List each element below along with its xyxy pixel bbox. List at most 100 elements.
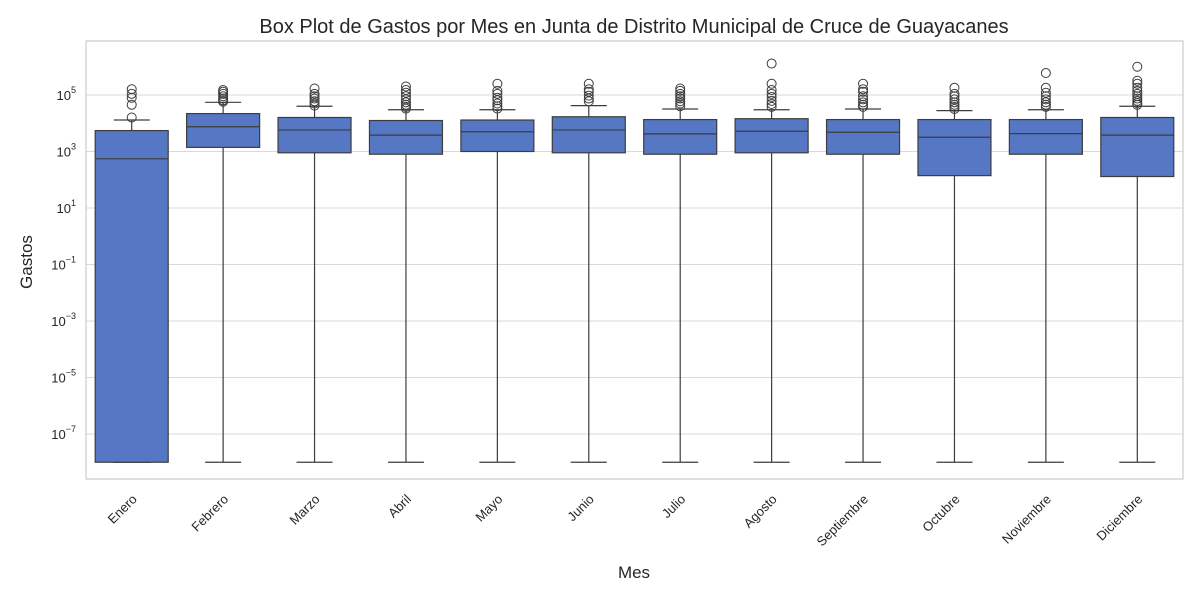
outlier-point <box>766 78 777 89</box>
outlier-point <box>949 82 960 93</box>
outlier-point <box>583 78 594 89</box>
y-tick-label: 10−1 <box>51 255 76 273</box>
outlier-point <box>492 92 503 103</box>
outlier-point <box>675 85 686 96</box>
outlier-point <box>675 93 686 104</box>
box-julio <box>643 83 718 463</box>
outlier-point <box>1132 75 1143 86</box>
outlier-point <box>1132 82 1143 93</box>
x-tick-label: Diciembre <box>1093 492 1145 544</box>
iqr-box <box>277 116 352 154</box>
iqr-box <box>368 119 444 155</box>
x-tick-label: Noviembre <box>999 492 1054 547</box>
outlier-point <box>1040 87 1051 98</box>
outlier-point <box>766 91 777 102</box>
iqr-box <box>734 118 809 154</box>
y-tick-label: 105 <box>57 85 76 103</box>
outlier-point <box>309 83 320 94</box>
outlier-point <box>858 91 869 102</box>
y-tick-label: 101 <box>57 198 76 216</box>
y-axis-label: Gastos <box>17 235 36 289</box>
outlier-point <box>675 101 686 112</box>
box-agosto <box>734 58 809 463</box>
x-tick-label: Agosto <box>741 492 780 531</box>
outlier-point <box>858 99 869 110</box>
outlier-point <box>766 99 777 110</box>
outlier-point <box>675 88 686 99</box>
x-tick-label: Enero <box>105 492 140 527</box>
iqr-box <box>94 129 169 463</box>
outlier-point <box>675 96 686 107</box>
y-tick-label: 10−3 <box>51 311 76 329</box>
y-tick-labels: 105 103 101 10−1 10−3 10−5 10−7 <box>51 85 76 442</box>
outlier-point <box>1132 78 1143 89</box>
outlier-point <box>1040 97 1051 108</box>
outlier-point <box>492 103 503 114</box>
x-tick-label: Octubre <box>919 492 962 535</box>
outlier-point <box>1132 93 1143 104</box>
outlier-point <box>309 96 320 107</box>
outlier-point <box>1040 68 1051 79</box>
box-octubre <box>917 82 992 463</box>
outlier-point <box>218 91 229 102</box>
gridlines <box>86 94 1183 435</box>
outlier-point <box>126 112 137 123</box>
outlier-point <box>949 94 960 105</box>
x-tick-label: Abril <box>385 491 414 520</box>
box-enero <box>94 84 169 463</box>
y-tick-label: 10−5 <box>51 368 76 386</box>
x-axis-label: Mes <box>618 563 650 582</box>
outlier-point <box>1132 85 1143 96</box>
outlier-point <box>400 87 411 98</box>
x-tick-label: Julio <box>659 492 689 522</box>
x-tick-label: Septiembre <box>814 492 872 550</box>
outlier-point <box>218 85 229 96</box>
outlier-point <box>766 95 777 106</box>
chart-title: Box Plot de Gastos por Mes en Junta de D… <box>259 16 1008 38</box>
outlier-point <box>126 84 137 95</box>
outlier-point <box>1040 82 1051 93</box>
outlier-point <box>583 84 594 95</box>
iqr-box <box>825 118 901 155</box>
outlier-point <box>126 99 137 110</box>
outlier-point <box>583 86 594 97</box>
outlier-point <box>126 88 137 99</box>
outlier-point <box>1132 61 1143 72</box>
box-mayo <box>460 78 535 463</box>
x-tick-label: Febrero <box>188 492 231 535</box>
box-febrero <box>186 85 261 463</box>
outlier-point <box>309 91 320 102</box>
iqr-box <box>917 118 992 177</box>
outlier-point <box>675 83 686 94</box>
outlier-point <box>1132 88 1143 99</box>
plot-frame <box>85 40 1184 480</box>
outlier-point <box>492 85 503 96</box>
outlier-point <box>309 88 320 99</box>
iqr-box <box>551 116 626 154</box>
iqr-box <box>460 119 535 153</box>
outlier-point <box>858 84 869 95</box>
x-tick-label: Marzo <box>287 492 323 528</box>
box-septiembre <box>825 78 901 463</box>
outlier-point <box>492 78 503 89</box>
outlier-point <box>400 91 411 102</box>
boxes <box>94 58 1175 463</box>
iqr-box <box>186 112 261 148</box>
box-noviembre <box>1008 68 1083 463</box>
iqr-box <box>1100 116 1175 178</box>
y-tick-label: 10−7 <box>51 424 76 442</box>
outlier-point <box>949 88 960 99</box>
x-tick-labels: Enero Febrero Marzo Abril Mayo Junio Julio Agos… <box>105 491 1146 549</box>
iqr-box <box>643 118 718 155</box>
outlier-point <box>583 90 594 101</box>
outlier-point <box>400 97 411 108</box>
iqr-box <box>1008 118 1083 155</box>
outlier-point <box>766 58 777 69</box>
outlier-point <box>675 98 686 109</box>
outlier-point <box>766 85 777 96</box>
outlier-point <box>400 85 411 96</box>
box-junio <box>551 78 626 463</box>
outlier-point <box>1040 94 1051 105</box>
box-marzo <box>277 83 352 463</box>
